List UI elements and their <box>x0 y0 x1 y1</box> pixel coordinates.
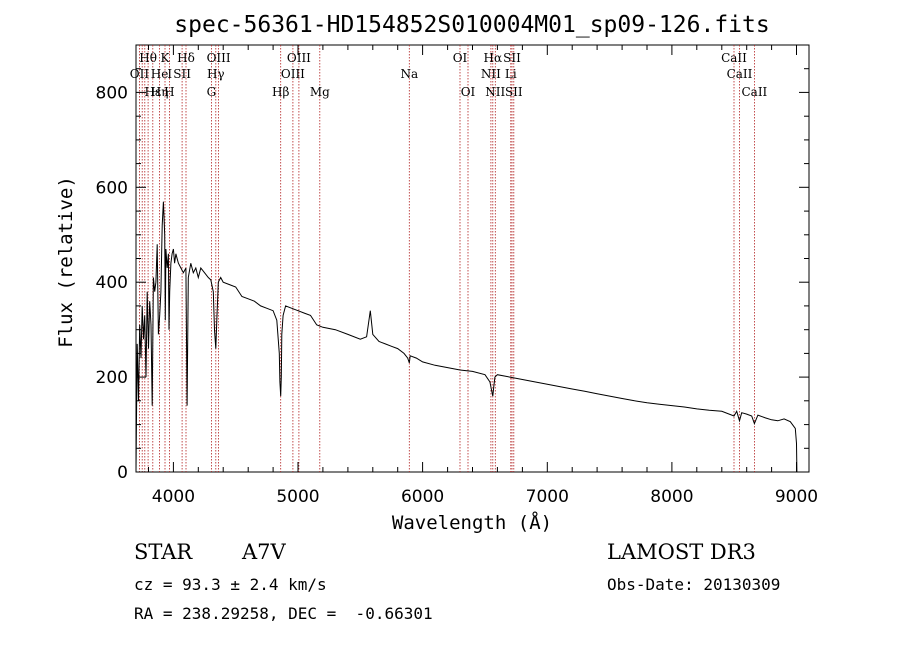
spectrum-line <box>135 201 798 473</box>
coordinates-line: RA = 238.29258, DEC = -0.66301 <box>134 604 433 623</box>
line-label: Hγ <box>207 67 225 81</box>
x-tick-label: 5000 <box>276 487 319 507</box>
line-label: Hβ <box>272 85 289 99</box>
line-label: SII <box>505 85 523 99</box>
y-tick-label: 400 <box>96 273 128 293</box>
x-tick-label: 9000 <box>775 487 818 507</box>
line-label: NII <box>485 85 505 99</box>
line-label: Hδ <box>177 51 195 65</box>
plot-frame <box>135 44 810 473</box>
object-type: STAR <box>134 540 193 564</box>
spectrum-plot: spec-56361-HD154852S010004M01_sp09-126.f… <box>55 12 818 534</box>
line-label: OI <box>453 51 468 65</box>
line-label: Hε <box>144 85 161 99</box>
line-label: Li <box>505 67 517 81</box>
x-tick-label: 8000 <box>650 487 693 507</box>
line-label: Na <box>400 67 418 81</box>
y-tick-label: 200 <box>96 368 128 388</box>
line-label: CaII <box>721 51 747 65</box>
line-label: NII <box>481 67 501 81</box>
line-label: SII <box>503 51 521 65</box>
obs-date: Obs-Date: 20130309 <box>607 575 781 594</box>
line-label: CaII <box>741 85 767 99</box>
line-label: SII <box>173 67 191 81</box>
x-tick-label: 7000 <box>526 487 569 507</box>
line-label: Mg <box>310 85 330 99</box>
x-axis-ticks: 4000 5000 6000 7000 8000 9000 <box>148 45 818 507</box>
survey-name: LAMOST DR3 <box>607 540 756 564</box>
chart-title: spec-56361-HD154852S010004M01_sp09-126.f… <box>174 12 769 38</box>
y-axis-label: Flux (relative) <box>55 176 77 348</box>
x-axis-label: Wavelength (Å) <box>392 511 552 534</box>
line-markers <box>138 45 755 472</box>
line-label: K <box>161 51 171 65</box>
line-label: OIII <box>207 51 231 65</box>
line-label: I <box>167 67 172 81</box>
line-label: He <box>151 67 169 81</box>
x-tick-label: 4000 <box>152 487 195 507</box>
line-label: CaII <box>727 67 753 81</box>
line-label: Hθ <box>139 51 157 65</box>
line-label: OII <box>130 67 150 81</box>
y-tick-label: 0 <box>117 463 128 483</box>
line-label: H <box>164 85 174 99</box>
line-label: G <box>207 85 217 99</box>
y-tick-label: 600 <box>96 178 128 198</box>
line-label: Hα <box>484 51 503 65</box>
line-label: OIII <box>287 51 311 65</box>
line-label: OIII <box>281 67 305 81</box>
redshift-line: cz = 93.3 ± 2.4 km/s <box>134 575 327 594</box>
line-label: OI <box>461 85 476 99</box>
y-tick-label: 800 <box>96 83 128 103</box>
x-tick-label: 6000 <box>401 487 444 507</box>
line-label: Hη <box>151 85 169 99</box>
y-axis-ticks: 0 200 400 600 800 <box>96 68 809 483</box>
subclass: A7V <box>242 540 286 564</box>
